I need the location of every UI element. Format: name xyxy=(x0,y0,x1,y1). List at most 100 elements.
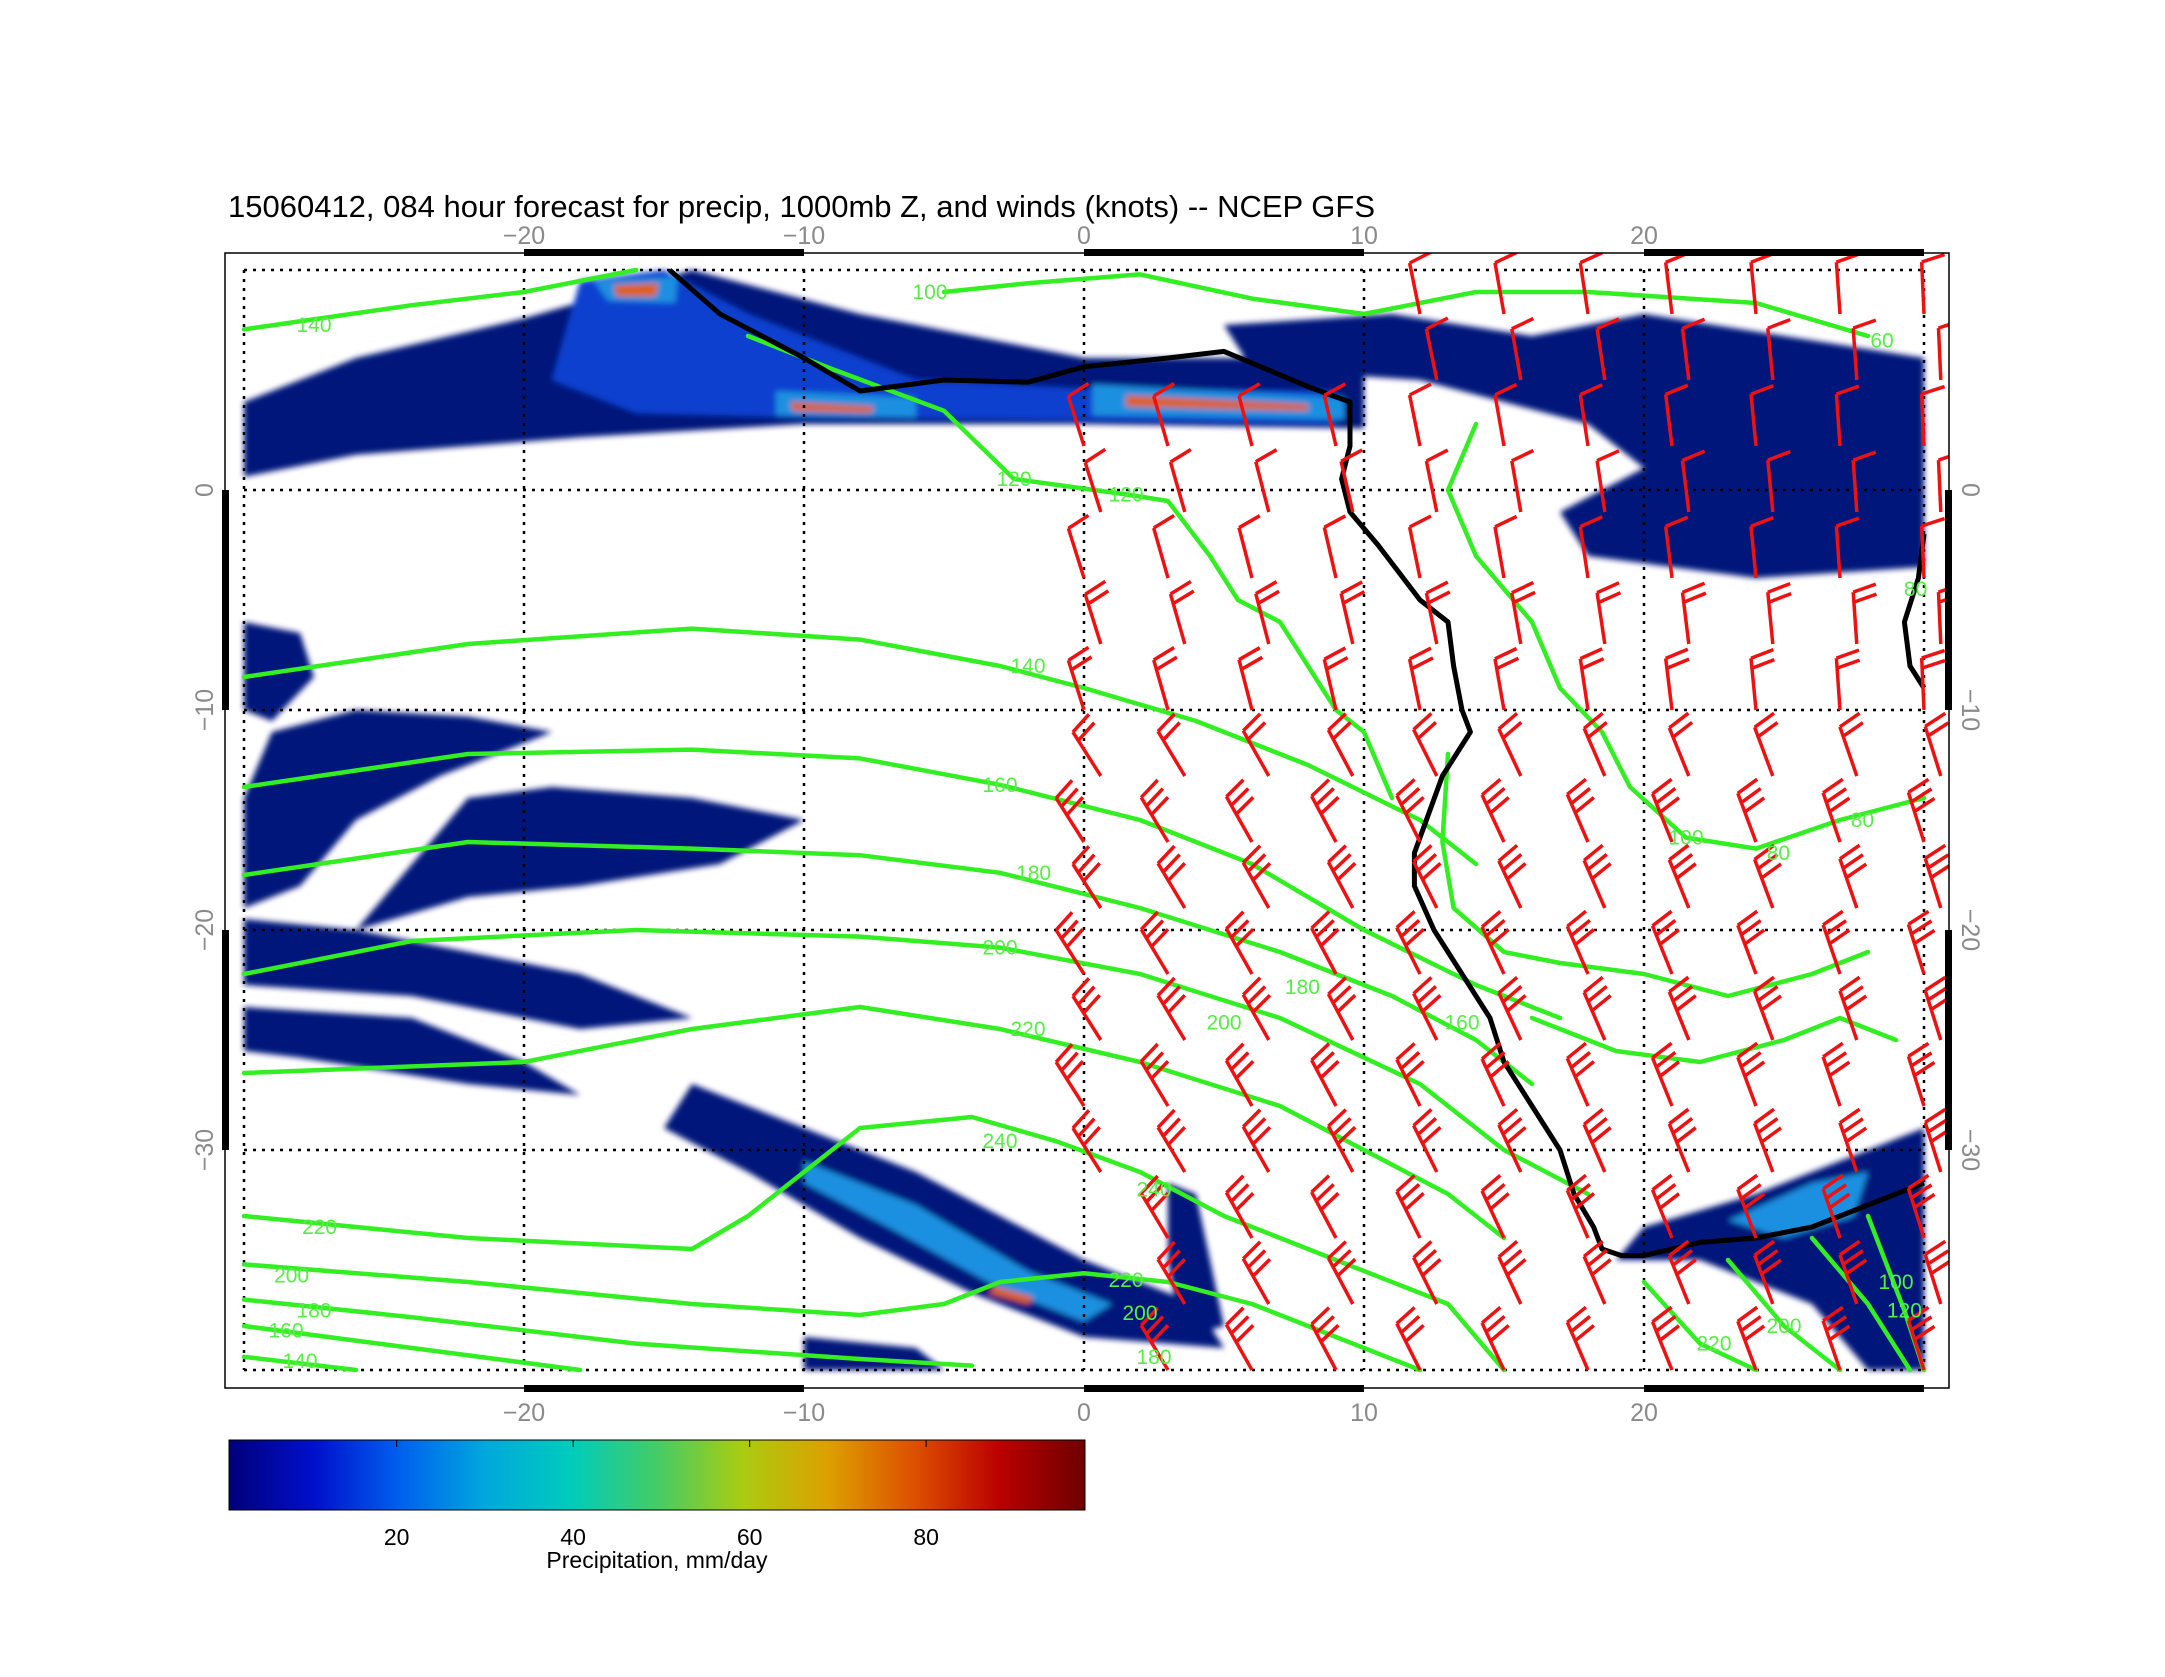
contour-label: 160 xyxy=(982,774,1017,797)
lat-tick-label-right: −30 xyxy=(1956,1129,1984,1171)
height-contour-line xyxy=(241,1262,1423,1373)
wind-barb xyxy=(1310,1042,1340,1107)
wind-barb xyxy=(1749,647,1776,711)
wind-barb xyxy=(1152,646,1178,711)
wind-barb xyxy=(1667,1107,1697,1173)
precip-area xyxy=(613,283,659,297)
wind-barb xyxy=(1322,646,1349,711)
wind-barb xyxy=(1071,977,1103,1041)
height-contour-line xyxy=(241,1323,583,1373)
wind-barb xyxy=(1663,515,1689,579)
precip-area xyxy=(244,1007,580,1095)
wind-barb xyxy=(1493,382,1518,447)
lat-tick-label-right: −10 xyxy=(1956,689,1984,731)
wind-barb xyxy=(1407,382,1432,447)
wind-barb xyxy=(1565,1041,1596,1107)
wind-barb xyxy=(1407,253,1432,315)
wind-barb xyxy=(1919,253,1946,315)
wind-barb xyxy=(1395,1042,1425,1107)
height-contour-line xyxy=(241,1297,975,1368)
wind-barb xyxy=(1736,1173,1766,1239)
lon-tick-label-top: −10 xyxy=(783,222,825,250)
wind-barb xyxy=(1923,1107,1949,1173)
wind-barb xyxy=(1237,514,1261,579)
wind-barb xyxy=(1834,253,1860,315)
wind-barb xyxy=(1766,449,1791,513)
contour-label: 200 xyxy=(1766,1315,1801,1338)
contour-label: 140 xyxy=(282,1350,317,1373)
wind-barb xyxy=(1237,382,1261,447)
wind-barb xyxy=(1663,253,1689,315)
wind-barb xyxy=(1582,1239,1612,1305)
wind-barb xyxy=(1752,843,1783,909)
wind-barb xyxy=(1326,1108,1357,1173)
wind-barb xyxy=(1919,648,1946,711)
lon-tick-label-bottom: −20 xyxy=(503,1399,545,1427)
wind-barb xyxy=(1224,910,1255,975)
contour-label: 200 xyxy=(1206,1011,1241,1034)
wind-barb xyxy=(1326,976,1357,1041)
axis-bar-top xyxy=(524,249,804,256)
wind-barb xyxy=(1680,449,1706,513)
wind-barb xyxy=(1595,449,1620,513)
wind-barb xyxy=(1139,1042,1170,1107)
map-area: 1401001201206014016018020022024024018020… xyxy=(241,253,1949,1373)
contour-label: 120 xyxy=(1887,1300,1922,1323)
height-contour-line xyxy=(241,839,1535,1087)
wind-barb xyxy=(1156,1240,1187,1305)
wind-barb xyxy=(1752,1239,1783,1305)
wind-barb xyxy=(1071,713,1103,777)
wind-barb xyxy=(1224,1306,1255,1371)
contour-label: 200 xyxy=(274,1264,309,1287)
lat-tick-label-left: −30 xyxy=(191,1129,219,1171)
precip-area xyxy=(804,1161,1112,1322)
contour-label: 100 xyxy=(1668,827,1703,850)
axis-bars xyxy=(222,249,1952,1392)
wind-barb xyxy=(1752,975,1783,1041)
precip-area xyxy=(552,270,1336,424)
precip-area xyxy=(1126,395,1308,411)
wind-barb xyxy=(1578,647,1605,711)
wind-barb xyxy=(1834,648,1861,711)
wind-barb xyxy=(1254,580,1280,645)
wind-barb xyxy=(1054,911,1086,975)
lat-tick-label-right: 0 xyxy=(1956,483,1984,497)
wind-barb xyxy=(1906,777,1936,843)
colorbar-gradient xyxy=(228,1439,1086,1511)
wind-barb xyxy=(1054,1043,1086,1107)
wind-barb xyxy=(1168,448,1192,513)
wind-barb xyxy=(1752,711,1779,777)
height-contour-line xyxy=(1440,751,1871,999)
contour-label: 220 xyxy=(1108,1269,1143,1292)
wind-barb xyxy=(1083,579,1110,645)
wind-barb xyxy=(1650,1305,1681,1371)
lon-tick-label-bottom: 10 xyxy=(1350,1399,1378,1427)
precip-area xyxy=(804,1337,944,1370)
wind-barb xyxy=(1919,516,1946,579)
lon-tick-label-top: 0 xyxy=(1077,222,1091,250)
wind-barb xyxy=(1906,1305,1936,1371)
wind-barb xyxy=(1650,1041,1681,1107)
wind-barb xyxy=(1241,976,1272,1041)
wind-barb xyxy=(1838,711,1864,777)
wind-barb xyxy=(1480,777,1510,843)
wind-barb xyxy=(1834,516,1860,579)
wind-barb xyxy=(1936,454,1949,513)
wind-barb xyxy=(1578,253,1603,315)
wind-barb xyxy=(1412,1240,1442,1305)
lat-tick-label-left: −20 xyxy=(191,909,219,951)
wind-barb xyxy=(1834,384,1860,447)
wind-barb xyxy=(1749,383,1775,447)
wind-barb xyxy=(1923,843,1949,909)
wind-barb xyxy=(1066,381,1090,447)
wind-barb xyxy=(1736,1041,1766,1107)
lat-tick-label-left: 0 xyxy=(191,483,219,497)
lake-coastline xyxy=(1901,533,1927,690)
contour-label: 140 xyxy=(1010,655,1045,678)
wind-barb xyxy=(1407,514,1432,579)
height-contour-line xyxy=(1725,1257,1843,1373)
wind-barb xyxy=(1480,909,1510,975)
wind-barb xyxy=(1054,779,1086,843)
wind-barb xyxy=(1322,382,1347,447)
